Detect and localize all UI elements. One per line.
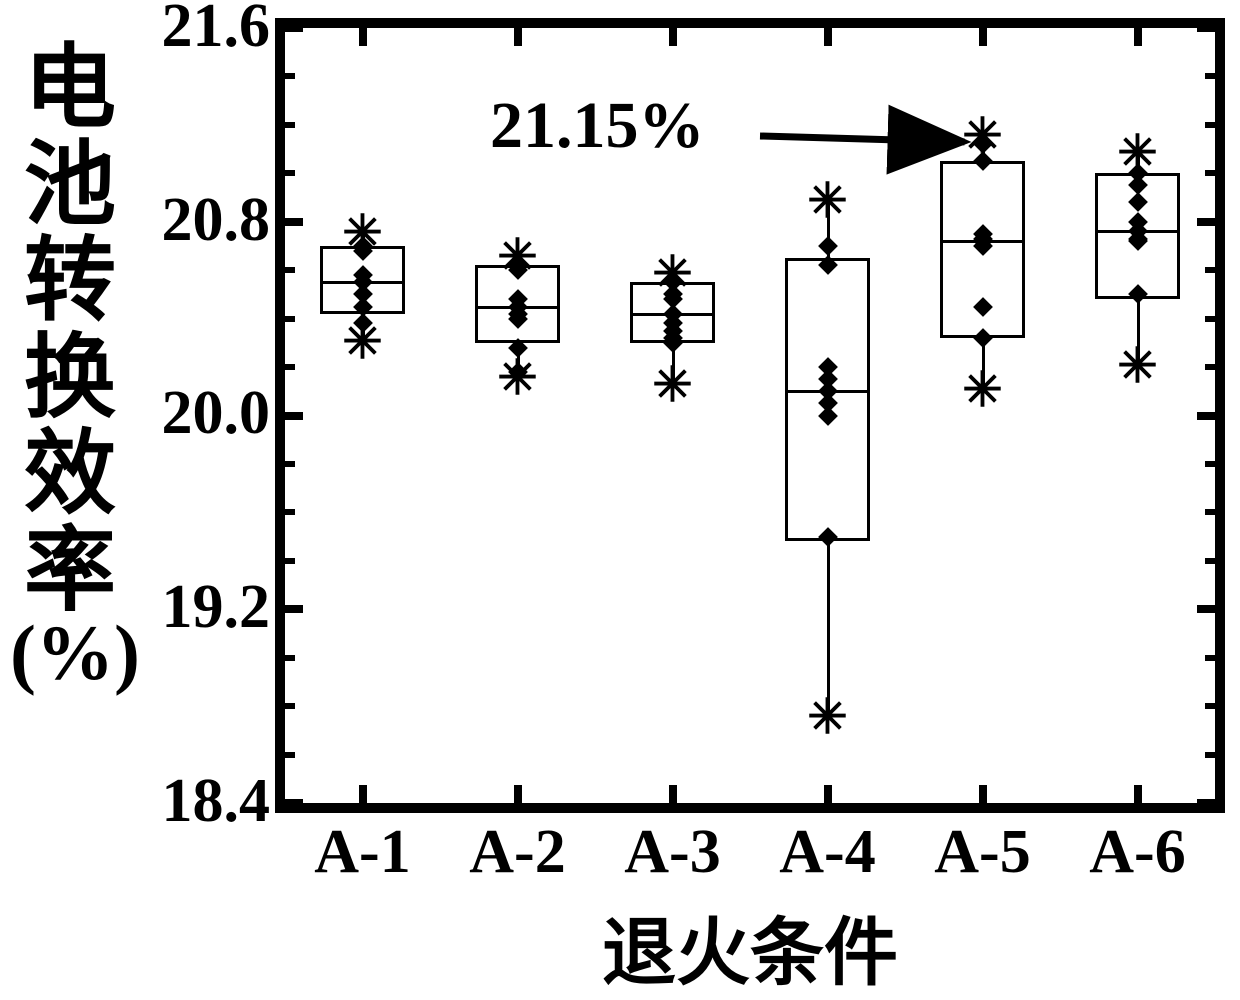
ytick-minor bbox=[1205, 703, 1215, 709]
ytick-minor bbox=[285, 509, 295, 515]
ytick-minor bbox=[285, 267, 295, 273]
ytick-mark bbox=[285, 605, 303, 613]
plot-area bbox=[275, 18, 1225, 813]
ytick-minor bbox=[285, 655, 295, 661]
ytick-mark bbox=[285, 218, 303, 226]
y-label-char-5: 率 bbox=[10, 523, 130, 620]
ytick-mark bbox=[1197, 24, 1215, 32]
ytick-mark bbox=[1197, 799, 1215, 807]
y-label-char-0: 电 bbox=[10, 40, 130, 137]
y-label-pct: (%) bbox=[10, 612, 130, 694]
xtick-mark bbox=[824, 785, 832, 803]
ytick-minor bbox=[285, 316, 295, 322]
ytick-minor bbox=[1205, 558, 1215, 564]
ytick-mark bbox=[285, 24, 303, 32]
x-axis-label: 退火条件 bbox=[285, 893, 1215, 982]
ytick-minor bbox=[285, 752, 295, 758]
ytick-minor bbox=[1205, 509, 1215, 515]
ytick-label: 18.4 bbox=[162, 766, 271, 837]
xtick-mark bbox=[979, 785, 987, 803]
ytick-minor bbox=[1205, 461, 1215, 467]
xtick-label: A-3 bbox=[603, 817, 743, 888]
ytick-minor bbox=[285, 703, 295, 709]
ytick-minor bbox=[1205, 122, 1215, 128]
ytick-minor bbox=[1205, 655, 1215, 661]
xtick-mark bbox=[669, 785, 677, 803]
ytick-minor bbox=[285, 364, 295, 370]
ytick-minor bbox=[1205, 267, 1215, 273]
xtick-label: A-2 bbox=[448, 817, 588, 888]
y-axis-label: 电 池 转 换 效 率 (%) bbox=[10, 40, 130, 693]
xtick-label: A-5 bbox=[913, 817, 1053, 888]
xtick-mark bbox=[1134, 28, 1142, 46]
ytick-minor bbox=[1205, 73, 1215, 79]
ytick-mark bbox=[1197, 412, 1215, 420]
chart-container: 电 池 转 换 效 率 (%) 18.419.220.020.821.6A-1A… bbox=[0, 0, 1240, 982]
xtick-label: A-1 bbox=[293, 817, 433, 888]
xtick-mark bbox=[514, 28, 522, 46]
ytick-label: 19.2 bbox=[162, 572, 271, 643]
y-label-char-2: 转 bbox=[10, 233, 130, 330]
star-marker: ✳ bbox=[962, 367, 1002, 415]
star-marker: ✳ bbox=[652, 362, 692, 410]
ytick-mark bbox=[285, 799, 303, 807]
y-label-char-4: 效 bbox=[10, 426, 130, 523]
ytick-minor bbox=[285, 461, 295, 467]
ytick-minor bbox=[1205, 364, 1215, 370]
ytick-minor bbox=[1205, 316, 1215, 322]
ytick-mark bbox=[1197, 218, 1215, 226]
ytick-label: 20.8 bbox=[162, 185, 271, 256]
ytick-minor bbox=[285, 558, 295, 564]
y-label-char-3: 换 bbox=[10, 330, 130, 427]
star-marker: ✳ bbox=[807, 178, 847, 226]
ytick-minor bbox=[285, 122, 295, 128]
xtick-label: A-6 bbox=[1068, 817, 1208, 888]
xtick-mark bbox=[824, 28, 832, 46]
ytick-minor bbox=[285, 73, 295, 79]
y-label-char-1: 池 bbox=[10, 137, 130, 234]
xtick-mark bbox=[979, 28, 987, 46]
ytick-label: 20.0 bbox=[162, 378, 271, 449]
xtick-mark bbox=[359, 28, 367, 46]
star-marker: ✳ bbox=[807, 694, 847, 742]
ytick-minor bbox=[1205, 170, 1215, 176]
xtick-mark bbox=[669, 28, 677, 46]
star-marker: ✳ bbox=[1117, 343, 1157, 391]
ytick-minor bbox=[1205, 752, 1215, 758]
xtick-label: A-4 bbox=[758, 817, 898, 888]
xtick-mark bbox=[514, 785, 522, 803]
ytick-minor bbox=[285, 170, 295, 176]
ytick-mark bbox=[1197, 605, 1215, 613]
xtick-mark bbox=[359, 785, 367, 803]
annotation-text: 21.15% bbox=[490, 88, 705, 164]
xtick-mark bbox=[1134, 785, 1142, 803]
ytick-mark bbox=[285, 412, 303, 420]
ytick-label: 21.6 bbox=[162, 0, 271, 62]
